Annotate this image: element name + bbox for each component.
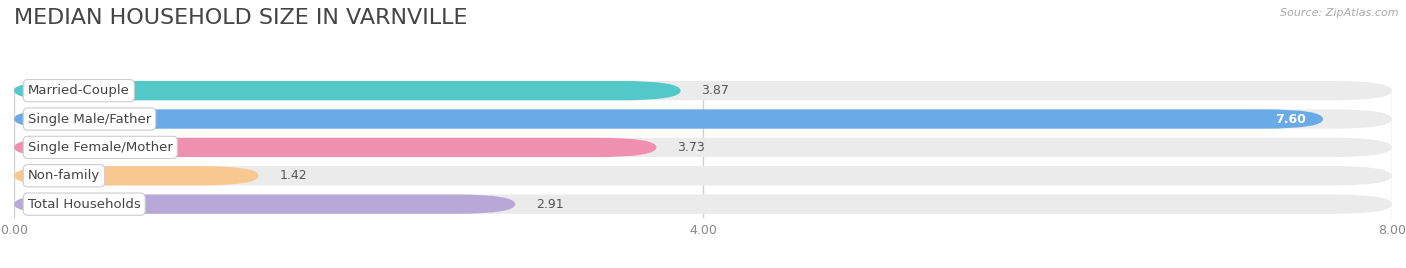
Text: MEDIAN HOUSEHOLD SIZE IN VARNVILLE: MEDIAN HOUSEHOLD SIZE IN VARNVILLE [14,8,468,28]
FancyBboxPatch shape [14,195,1392,214]
Text: Single Female/Mother: Single Female/Mother [28,141,173,154]
FancyBboxPatch shape [14,195,515,214]
Text: 3.87: 3.87 [702,84,730,97]
Text: Source: ZipAtlas.com: Source: ZipAtlas.com [1281,8,1399,18]
Text: 2.91: 2.91 [536,198,564,211]
FancyBboxPatch shape [14,81,681,100]
FancyBboxPatch shape [14,138,1392,157]
FancyBboxPatch shape [14,109,1323,129]
Text: Single Male/Father: Single Male/Father [28,113,150,125]
Text: 7.60: 7.60 [1275,113,1306,125]
FancyBboxPatch shape [14,81,1392,100]
Text: Total Households: Total Households [28,198,141,211]
FancyBboxPatch shape [14,166,259,185]
FancyBboxPatch shape [14,109,1392,129]
Text: 3.73: 3.73 [678,141,704,154]
Text: Married-Couple: Married-Couple [28,84,129,97]
Text: 1.42: 1.42 [280,169,307,182]
Text: Non-family: Non-family [28,169,100,182]
FancyBboxPatch shape [14,138,657,157]
FancyBboxPatch shape [14,166,1392,185]
